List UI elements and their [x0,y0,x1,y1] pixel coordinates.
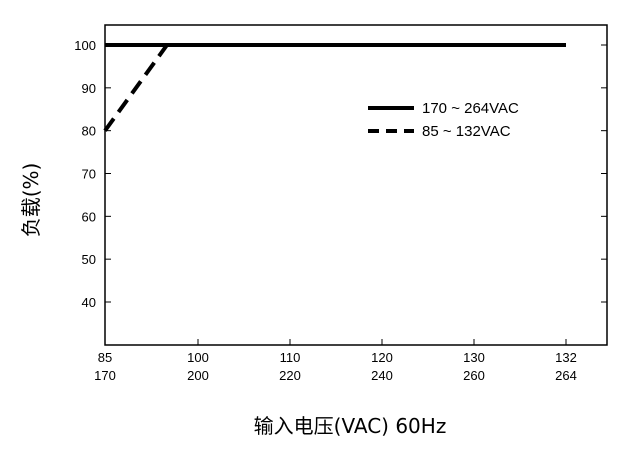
series-lines [103,43,566,132]
x-tick-label-bottom: 240 [371,368,393,383]
x-tick-label-top: 120 [371,350,393,365]
x-tick-label-top: 85 [98,350,112,365]
x-tick-label-top: 130 [463,350,485,365]
y-tick-label: 90 [82,81,96,96]
plot-frame [104,24,608,346]
x-tick-label-bottom: 170 [94,368,116,383]
x-tick-label-top: 100 [187,350,209,365]
y-axis-ticks: 40 50 60 70 80 90 100 [74,38,607,310]
x-axis-ticks: 85 170 100 200 110 220 120 240 130 260 132 264 [94,339,577,383]
y-tick-label: 50 [82,252,96,267]
y-tick-label: 40 [82,295,96,310]
x-tick-label-bottom: 200 [187,368,209,383]
y-tick-label: 100 [74,38,96,53]
y-axis-title: 负载(%) [19,163,43,238]
x-axis-title: 输入电压(VAC) 60Hz [254,414,447,438]
legend-label: 85 ~ 132VAC [422,123,511,140]
series-line-dashed [103,43,566,132]
legend: 170 ~ 264VAC 85 ~ 132VAC [368,100,519,140]
y-tick-label: 60 [82,209,96,224]
x-tick-label-bottom: 264 [555,368,577,383]
x-tick-label-bottom: 220 [279,368,301,383]
legend-label: 170 ~ 264VAC [422,100,519,117]
y-tick-label: 80 [82,124,96,139]
x-tick-label-top: 110 [280,350,301,365]
x-tick-label-bottom: 260 [463,368,485,383]
x-tick-label-top: 132 [555,350,577,365]
y-tick-label: 70 [82,167,96,182]
